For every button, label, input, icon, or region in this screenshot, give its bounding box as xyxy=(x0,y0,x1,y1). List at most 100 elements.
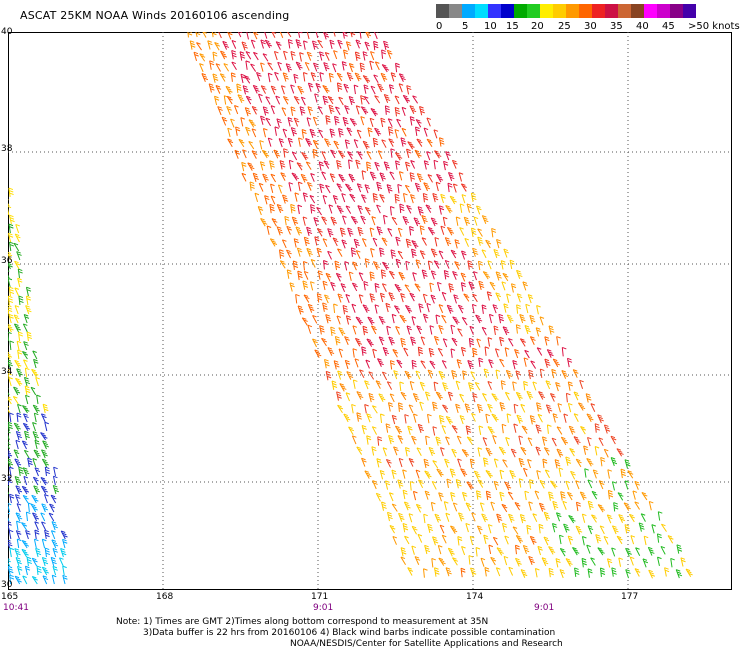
wind-barb xyxy=(573,413,579,422)
wind-barb xyxy=(522,281,528,291)
wind-barb xyxy=(44,466,51,477)
wind-barb xyxy=(241,172,247,182)
wind-barb xyxy=(421,237,427,246)
wind-barb xyxy=(606,514,613,524)
wind-barb xyxy=(483,368,490,378)
wind-barb xyxy=(457,304,464,314)
wind-barb xyxy=(623,502,631,511)
wind-barb xyxy=(397,479,404,489)
wind-barb xyxy=(265,96,271,105)
wind-barb xyxy=(428,347,435,358)
wind-barb xyxy=(306,32,311,40)
wind-barb xyxy=(461,317,468,326)
wind-barb xyxy=(248,119,256,128)
wind-barb xyxy=(208,83,215,93)
wind-barb xyxy=(250,39,256,49)
wind-barb xyxy=(310,259,316,268)
wind-barb xyxy=(433,335,440,346)
wind-barb xyxy=(314,349,322,359)
wind-barb xyxy=(476,205,482,215)
wind-barb xyxy=(409,226,415,236)
wind-barb xyxy=(301,317,308,326)
wind-barb xyxy=(264,32,268,39)
wind-barb xyxy=(459,227,465,236)
wind-barb xyxy=(24,385,31,396)
wind-barb xyxy=(260,39,266,49)
wind-barb xyxy=(529,336,536,345)
wind-barb xyxy=(568,515,576,524)
wind-barb xyxy=(395,258,401,268)
wind-barb xyxy=(416,173,424,183)
wind-barb xyxy=(435,391,443,401)
wind-barb xyxy=(551,523,558,533)
wind-barb xyxy=(319,72,325,82)
wind-barb xyxy=(338,128,344,138)
wind-barb xyxy=(376,226,383,236)
wind-barb xyxy=(549,393,556,402)
wind-barb xyxy=(414,283,421,292)
wind-barb xyxy=(538,523,544,534)
wind-barb xyxy=(558,467,564,477)
wind-barb xyxy=(366,338,374,347)
wind-barb xyxy=(8,388,10,396)
wind-barb xyxy=(499,358,505,368)
wind-barb xyxy=(675,569,683,579)
wind-barb xyxy=(362,51,368,61)
wind-barb xyxy=(543,447,550,456)
wind-barb xyxy=(618,557,623,567)
legend-label-10: 10 xyxy=(484,21,497,32)
wind-barb xyxy=(405,161,411,172)
wind-barb xyxy=(642,558,649,568)
wind-barb xyxy=(355,39,362,49)
wind-barb xyxy=(369,227,375,237)
wind-barb xyxy=(227,138,234,147)
wind-barb xyxy=(498,313,504,324)
wind-barb xyxy=(496,238,502,249)
wind-barb xyxy=(446,304,454,314)
wind-barb xyxy=(50,530,56,540)
wind-barb xyxy=(297,305,304,315)
wind-barb xyxy=(22,422,31,432)
lon-label-165: 165 xyxy=(1,592,19,602)
wind-barb xyxy=(452,316,460,325)
wind-barb xyxy=(567,535,574,545)
wind-barb xyxy=(524,349,530,359)
lat-label-36: 36 xyxy=(1,256,13,266)
wind-barb xyxy=(338,348,344,358)
wind-barb xyxy=(60,547,67,558)
wind-barb xyxy=(403,192,408,203)
wind-barb xyxy=(8,476,12,486)
wind-barb xyxy=(345,294,351,304)
wind-barb xyxy=(363,280,369,291)
lon-label-177: 177 xyxy=(621,592,639,602)
wind-barb xyxy=(8,368,12,378)
wind-barb xyxy=(16,503,22,513)
wind-barb xyxy=(402,94,411,104)
wind-barb xyxy=(397,227,403,237)
wind-barb xyxy=(565,558,573,567)
wind-barb xyxy=(386,381,393,390)
wind-barb xyxy=(487,337,493,347)
wind-barb xyxy=(8,331,12,342)
wind-barb xyxy=(295,61,303,71)
legend-label-40: 40 xyxy=(636,21,649,32)
wind-barb xyxy=(189,40,196,50)
wind-barb xyxy=(235,126,241,136)
wind-barb xyxy=(361,238,367,247)
wind-barb xyxy=(344,139,351,149)
wind-barb xyxy=(442,382,449,392)
wind-barb xyxy=(635,547,641,556)
wind-barb xyxy=(422,293,428,303)
wind-barb xyxy=(323,62,330,72)
wind-barb xyxy=(306,226,313,237)
wind-barb xyxy=(412,490,418,501)
wind-barb xyxy=(408,404,414,414)
wind-barb xyxy=(16,538,22,549)
wind-barb xyxy=(350,216,359,225)
wind-barb xyxy=(374,304,380,314)
wind-barb xyxy=(338,173,346,183)
wind-barb xyxy=(566,357,573,368)
wind-barb xyxy=(336,82,343,92)
wind-barb xyxy=(492,304,499,314)
wind-barb xyxy=(500,260,506,270)
